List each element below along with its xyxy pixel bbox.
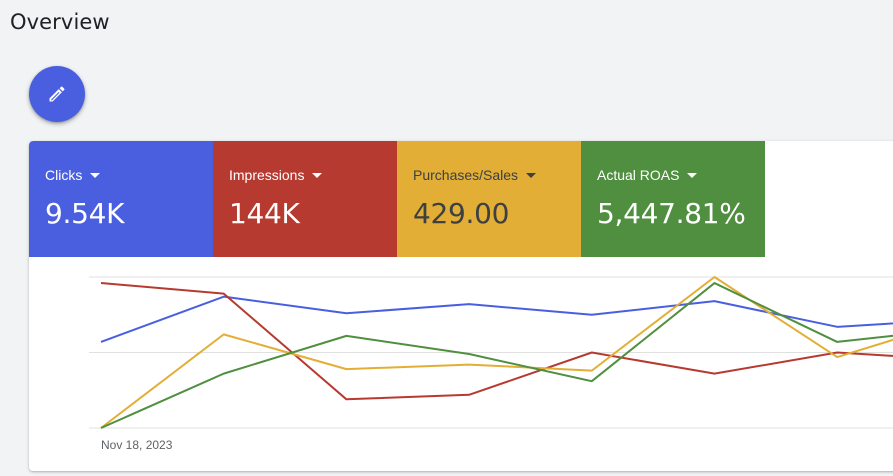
metric-value: 9.54K	[45, 197, 125, 230]
performance-card: Clicks 9.54K Impressions 144K Purchases/…	[29, 141, 893, 471]
metric-purchases-sales[interactable]: Purchases/Sales 429.00	[397, 141, 581, 257]
caret-down-icon	[526, 173, 537, 178]
series-line-impressions[interactable]	[100, 282, 893, 401]
metric-actual-roas[interactable]: Actual ROAS 5,447.81%	[581, 141, 765, 257]
chart-grid	[89, 276, 893, 429]
series-line-actual-roas[interactable]	[100, 282, 893, 429]
metric-value: 144K	[229, 197, 300, 230]
metric-value: 429.00	[413, 197, 510, 230]
caret-down-icon	[687, 173, 698, 178]
series-line-purchases-sales[interactable]	[100, 276, 893, 429]
metric-impressions[interactable]: Impressions 144K	[213, 141, 397, 257]
caret-down-icon	[312, 173, 323, 178]
metric-tabs: Clicks 9.54K Impressions 144K Purchases/…	[29, 141, 765, 257]
metric-value: 5,447.81%	[597, 197, 746, 230]
caret-down-icon	[90, 173, 101, 178]
x-axis-start-label: Nov 18, 2023	[101, 438, 173, 452]
metric-label: Actual ROAS	[597, 167, 680, 183]
metric-label: Clicks	[45, 167, 83, 183]
metric-clicks[interactable]: Clicks 9.54K	[29, 141, 213, 257]
edit-button[interactable]	[29, 66, 85, 122]
line-chart-svg: Nov 18, 2023	[89, 276, 893, 452]
metric-label: Purchases/Sales	[413, 167, 519, 183]
chart-series	[100, 276, 893, 429]
metric-label: Impressions	[229, 167, 305, 183]
line-chart: Nov 18, 2023	[29, 257, 893, 471]
series-line-clicks[interactable]	[100, 295, 893, 343]
page-title: Overview	[10, 10, 110, 34]
pencil-icon	[49, 86, 65, 102]
